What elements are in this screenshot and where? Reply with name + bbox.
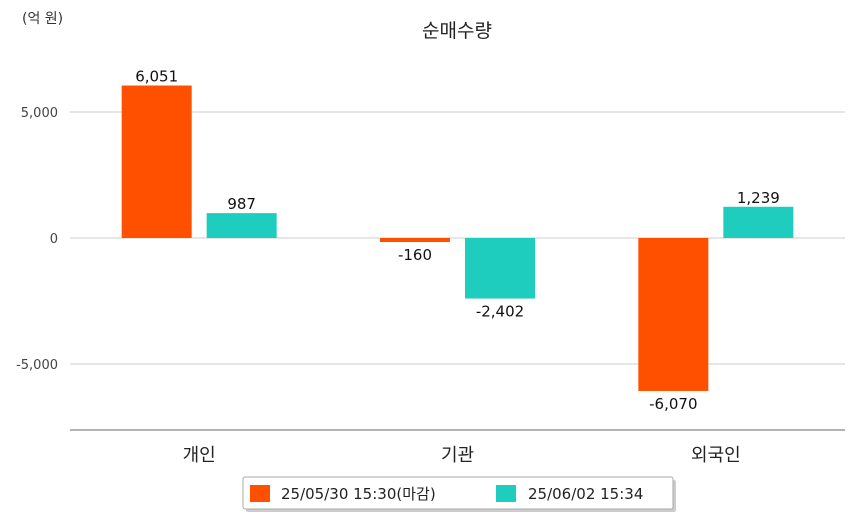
legend-swatch-series-1 — [250, 485, 270, 502]
legend-label-series-1: 25/05/30 15:30(마감) — [281, 485, 436, 503]
data-label: -160 — [398, 246, 432, 264]
data-label: 987 — [227, 195, 256, 213]
bar-series-1 — [380, 238, 450, 243]
data-label: 6,051 — [135, 68, 178, 86]
grid-layer — [70, 111, 845, 365]
y-tick-label: -5,000 — [16, 358, 58, 373]
bar-series-2 — [465, 238, 535, 299]
chart-title: 순매수량 — [422, 20, 492, 42]
data-label: 1,239 — [737, 189, 780, 207]
legend-frame — [242, 476, 674, 510]
legend-label-series-2: 25/06/02 15:34 — [528, 485, 643, 503]
category-label: 외국인 — [691, 445, 741, 466]
unit-label: (억 원) — [22, 11, 63, 27]
category-labels: 개인 기관 외국인 — [183, 445, 741, 466]
legend: 25/05/30 15:30(마감) 25/06/02 15:34 — [242, 476, 676, 512]
data-label: -6,070 — [649, 395, 697, 413]
bar-series-1 — [121, 85, 192, 238]
bar-series-1 — [638, 238, 709, 391]
bar-series-2 — [723, 206, 794, 238]
bars — [121, 85, 794, 391]
y-axis-ticks: 5,000 0 -5,000 — [16, 106, 58, 373]
legend-swatch-series-2 — [496, 485, 516, 502]
data-labels: 6,051 987 -160 -2,402 -6,070 1,239 — [135, 68, 780, 413]
category-label: 기관 — [441, 445, 474, 466]
bar-series-2 — [206, 213, 277, 238]
y-tick-label: 0 — [50, 232, 58, 247]
category-label: 개인 — [183, 445, 216, 466]
data-label: -2,402 — [476, 303, 524, 321]
y-tick-label: 5,000 — [21, 106, 58, 121]
